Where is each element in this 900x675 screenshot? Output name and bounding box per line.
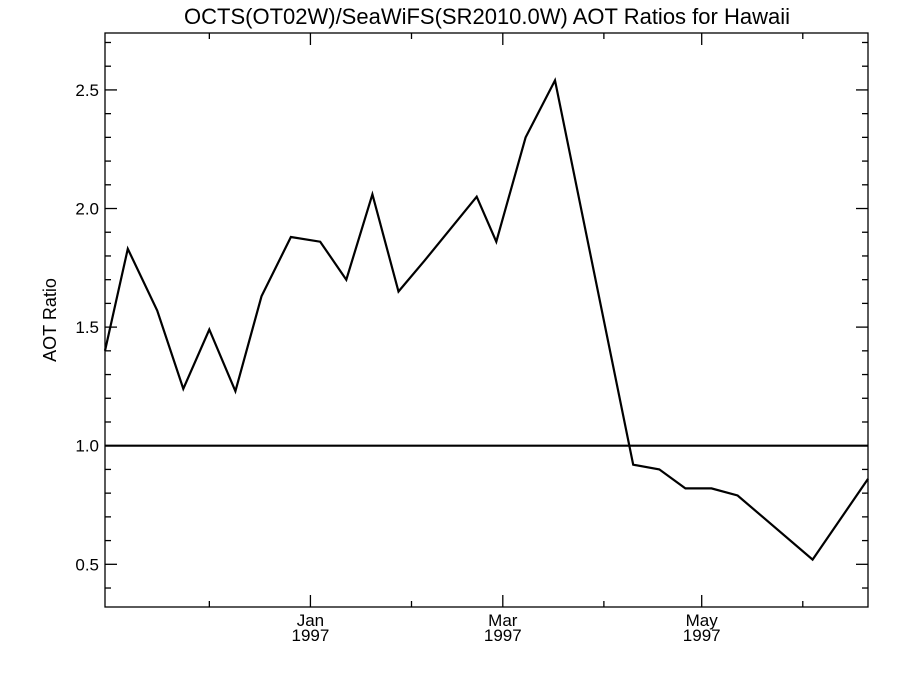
x-tick-month: May <box>686 611 719 630</box>
y-tick-label: 1.5 <box>75 318 99 337</box>
x-tick-month: Mar <box>488 611 518 630</box>
y-tick-label: 0.5 <box>75 555 99 574</box>
y-tick-label: 2.5 <box>75 81 99 100</box>
series-line <box>103 77 869 562</box>
y-axis-label: AOT Ratio <box>40 278 60 362</box>
x-tick-year: 1997 <box>683 626 721 645</box>
y-tick-label: 2.0 <box>75 200 99 219</box>
x-tick-year: 1997 <box>292 626 330 645</box>
y-tick-label: 1.0 <box>75 437 99 456</box>
x-tick-month: Jan <box>297 611 324 630</box>
chart-title: OCTS(OT02W)/SeaWiFS(SR2010.0W) AOT Ratio… <box>184 4 790 29</box>
x-tick-year: 1997 <box>484 626 522 645</box>
plot-frame <box>104 32 869 608</box>
